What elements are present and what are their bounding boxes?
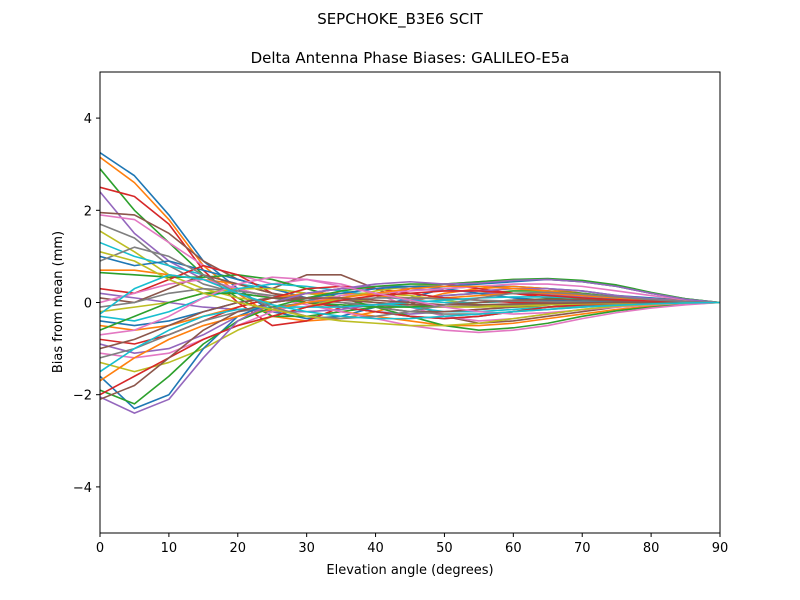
x-tick-label: 20 xyxy=(230,541,247,556)
x-tick-label: 0 xyxy=(96,541,104,556)
series-line-32 xyxy=(100,285,720,382)
series-line-35 xyxy=(100,278,720,414)
series-line-38 xyxy=(100,246,720,320)
x-tick-label: 40 xyxy=(367,541,384,556)
y-tick-label: 4 xyxy=(84,112,92,127)
plot-area xyxy=(99,71,721,534)
series-line-34 xyxy=(100,290,720,396)
chart-title: Delta Antenna Phase Biases: GALILEO-E5a xyxy=(251,49,570,67)
y-tick-label: −4 xyxy=(73,481,92,496)
x-tick-label: 80 xyxy=(643,541,660,556)
x-axis-label: Elevation angle (degrees) xyxy=(326,563,493,578)
series-line-26 xyxy=(100,297,720,350)
y-tick-label: 2 xyxy=(84,204,92,219)
y-axis: −4 −2 0 2 4 xyxy=(73,112,100,496)
chart-suptitle: SEPCHOKE_B3E6 SCIT xyxy=(317,10,483,29)
x-tick-label: 30 xyxy=(298,541,315,556)
y-axis-label: Bias from mean (mm) xyxy=(51,231,66,373)
y-tick-label: 0 xyxy=(84,297,92,312)
x-axis: 0 10 20 30 40 50 60 70 80 90 xyxy=(96,533,728,556)
series-line-39 xyxy=(100,251,720,327)
series-line-33 xyxy=(100,277,720,405)
x-tick-label: 70 xyxy=(574,541,591,556)
x-tick-label: 10 xyxy=(161,541,178,556)
series-line-36 xyxy=(100,297,720,401)
x-tick-label: 50 xyxy=(436,541,453,556)
y-tick-label: −2 xyxy=(73,389,92,404)
series-group xyxy=(100,152,720,414)
x-tick-label: 90 xyxy=(712,541,729,556)
x-tick-label: 60 xyxy=(505,541,522,556)
series-line-40 xyxy=(100,274,720,320)
series-line-37 xyxy=(100,276,720,336)
